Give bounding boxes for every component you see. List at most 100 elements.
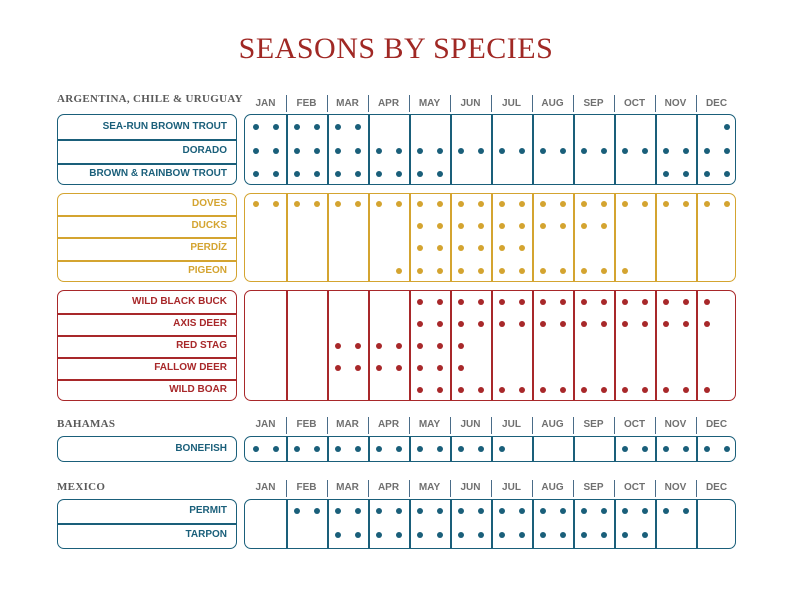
season-dot-pigeon	[518, 268, 525, 274]
season-dot-dorado	[334, 148, 341, 154]
month-gridline	[655, 291, 657, 400]
month-gridline	[532, 500, 534, 548]
season-dot-bonefish	[416, 446, 423, 452]
season-dot-red-stag	[457, 343, 464, 349]
season-dot-wild-black-buck	[518, 299, 525, 305]
month-gridline	[614, 194, 616, 281]
season-dot-doves	[498, 201, 505, 207]
species-label-permit: PERMIT	[189, 505, 227, 516]
month-gridline	[573, 194, 575, 281]
season-dot-tarpon	[539, 532, 546, 538]
month-gridline	[491, 194, 493, 281]
month-header-mar: MAR	[336, 419, 359, 430]
season-dot-permit	[395, 508, 402, 514]
month-gridline	[655, 437, 657, 461]
season-dot-wild-black-buck	[498, 299, 505, 305]
month-header-aug: AUG	[541, 419, 564, 430]
season-dot-red-stag	[375, 343, 382, 349]
species-label-brown-and-rainbow-trout: BROWN & RAINBOW TROUT	[89, 168, 227, 179]
season-dot-doves	[334, 201, 341, 207]
season-dot-bonefish	[703, 446, 710, 452]
month-header-divider	[532, 480, 533, 497]
season-dot-axis-deer	[416, 321, 423, 327]
season-dot-brown-and-rainbow-trout	[682, 171, 689, 177]
month-header-divider	[368, 95, 369, 112]
season-dot-tarpon	[375, 532, 382, 538]
season-dot-ducks	[580, 223, 587, 229]
season-dot-fallow-deer	[375, 365, 382, 371]
season-dot-axis-deer	[498, 321, 505, 327]
month-gridline	[409, 291, 411, 400]
month-gridline	[327, 291, 329, 400]
season-dot-pigeon	[580, 268, 587, 274]
season-dot-dorado	[539, 148, 546, 154]
season-dot-doves	[621, 201, 628, 207]
season-dot-red-stag	[395, 343, 402, 349]
row-divider	[58, 260, 236, 262]
season-dot-wild-boar	[621, 387, 628, 393]
species-label-wild-black-buck: WILD BLACK BUCK	[132, 296, 227, 307]
month-gridline	[286, 500, 288, 548]
season-dot-dorado	[703, 148, 710, 154]
season-dot-doves	[559, 201, 566, 207]
month-header-dec: DEC	[705, 98, 728, 109]
season-dot-dorado	[559, 148, 566, 154]
month-header-divider	[368, 480, 369, 497]
species-label-axis-deer: AXIS DEER	[173, 318, 227, 329]
month-header-feb: FEB	[296, 482, 317, 493]
season-dot-permit	[457, 508, 464, 514]
season-dot-ducks	[539, 223, 546, 229]
month-header-divider	[491, 95, 492, 112]
season-dot-brown-and-rainbow-trout	[375, 171, 382, 177]
month-gridline	[614, 437, 616, 461]
season-dot-brown-and-rainbow-trout	[313, 171, 320, 177]
season-dot-wild-black-buck	[662, 299, 669, 305]
month-header-feb: FEB	[296, 419, 317, 430]
season-dot-wild-black-buck	[641, 299, 648, 305]
season-dot-doves	[723, 201, 730, 207]
month-header-divider	[286, 480, 287, 497]
month-gridline	[409, 437, 411, 461]
month-gridline	[532, 291, 534, 400]
month-header-aug: AUG	[541, 98, 564, 109]
season-dot-brown-and-rainbow-trout	[252, 171, 259, 177]
season-dot-wild-boar	[498, 387, 505, 393]
month-gridline	[327, 194, 329, 281]
month-gridline	[696, 115, 698, 184]
season-dot-wild-black-buck	[580, 299, 587, 305]
season-dot-tarpon	[477, 532, 484, 538]
season-dot-tarpon	[457, 532, 464, 538]
season-dot-doves	[600, 201, 607, 207]
season-dot-wild-boar	[580, 387, 587, 393]
month-header-divider	[450, 417, 451, 434]
month-header-divider	[409, 417, 410, 434]
season-dot-permit	[334, 508, 341, 514]
season-dot-permit	[518, 508, 525, 514]
row-divider	[58, 335, 236, 337]
season-dot-sea-run-brown-trout	[272, 124, 279, 130]
month-gridline	[573, 115, 575, 184]
month-gridline	[573, 291, 575, 400]
season-dot-tarpon	[416, 532, 423, 538]
species-label-box	[57, 436, 237, 462]
row-divider	[58, 163, 236, 165]
month-gridline	[327, 437, 329, 461]
season-dot-red-stag	[334, 343, 341, 349]
month-header-divider	[614, 417, 615, 434]
month-header-may: MAY	[418, 482, 441, 493]
season-dot-dorado	[580, 148, 587, 154]
month-gridline	[614, 115, 616, 184]
season-dot-axis-deer	[703, 321, 710, 327]
row-divider	[58, 215, 236, 217]
season-dot-wild-boar	[436, 387, 443, 393]
month-header-jul: JUL	[502, 419, 521, 430]
season-dot-ducks	[457, 223, 464, 229]
season-dot-wild-boar	[518, 387, 525, 393]
month-header-divider	[450, 480, 451, 497]
season-dot-bonefish	[395, 446, 402, 452]
month-header-sep: SEP	[583, 482, 604, 493]
month-header-jan: JAN	[255, 98, 276, 109]
season-dot-bonefish	[354, 446, 361, 452]
season-dot-wild-black-buck	[621, 299, 628, 305]
season-dot-pigeon	[477, 268, 484, 274]
